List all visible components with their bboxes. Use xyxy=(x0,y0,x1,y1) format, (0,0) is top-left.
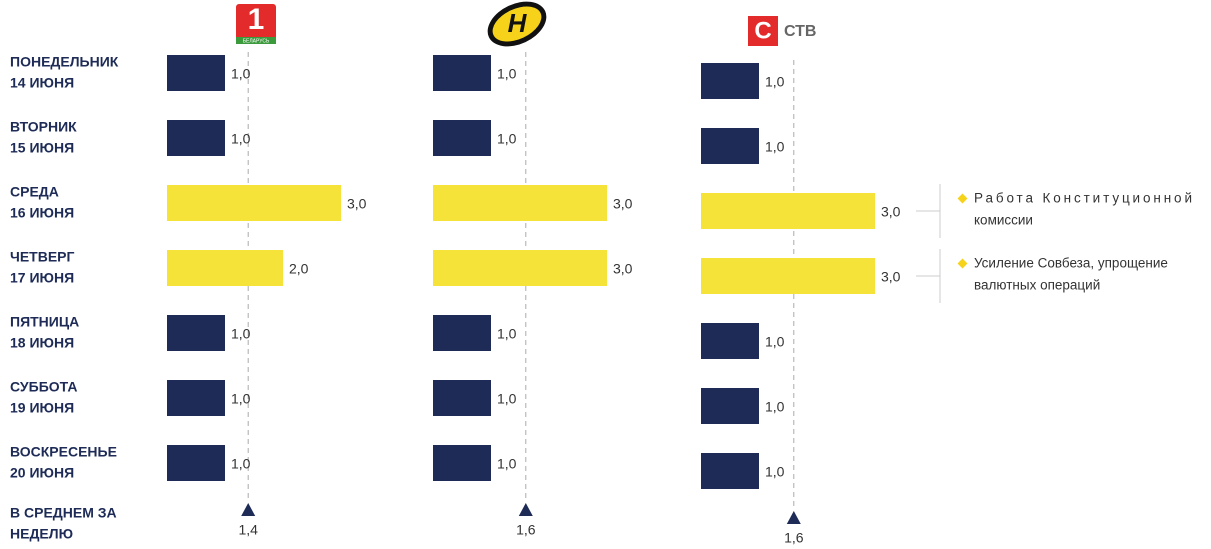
row-label: 20 ИЮНЯ xyxy=(10,465,74,481)
value-label: 1,0 xyxy=(497,66,517,82)
value-label: 1,0 xyxy=(231,391,251,407)
bar xyxy=(167,380,225,416)
row-label: 16 ИЮНЯ xyxy=(10,205,74,221)
average-row-label: НЕДЕЛЮ xyxy=(10,526,73,542)
average-label: 1,4 xyxy=(238,522,258,538)
bar xyxy=(433,380,491,416)
row-label: ВТОРНИК xyxy=(10,119,77,135)
logo-subtext: БЕЛАРУСЬ xyxy=(243,38,270,44)
value-label: 1,0 xyxy=(765,74,785,90)
bar xyxy=(701,63,759,99)
value-label: 1,0 xyxy=(231,326,251,342)
average-marker xyxy=(786,511,801,524)
bar xyxy=(701,128,759,164)
average-row-label: В СРЕДНЕМ ЗА xyxy=(10,505,117,521)
bar xyxy=(433,185,607,221)
row-label: 15 ИЮНЯ xyxy=(10,140,74,156)
value-label: 1,0 xyxy=(765,139,785,155)
value-label: 1,0 xyxy=(765,399,785,415)
bar xyxy=(701,258,875,294)
average-marker xyxy=(241,503,256,516)
average-marker xyxy=(518,503,533,516)
logo-ont: Н xyxy=(487,1,547,47)
bar xyxy=(433,445,491,481)
annotation-bullet xyxy=(957,193,968,204)
bar xyxy=(167,445,225,481)
row-label: 19 ИЮНЯ xyxy=(10,400,74,416)
logo-belarus1: 1 БЕЛАРУСЬ xyxy=(236,3,276,44)
value-label: 2,0 xyxy=(289,261,309,277)
row-label: ПОНЕДЕЛЬНИК xyxy=(10,54,119,70)
bar xyxy=(701,323,759,359)
bar xyxy=(167,120,225,156)
value-label: 1,0 xyxy=(765,334,785,350)
value-label: 3,0 xyxy=(613,196,633,212)
value-label: 1,0 xyxy=(497,326,517,342)
bar xyxy=(701,453,759,489)
value-label: 1,0 xyxy=(497,391,517,407)
average-label: 1,6 xyxy=(516,522,536,538)
value-label: 1,0 xyxy=(231,66,251,82)
bar xyxy=(167,185,341,221)
annotation-text: Усиление Совбеза, упрощение xyxy=(974,256,1168,271)
logo-text: СТВ xyxy=(784,23,816,40)
value-label: 1,0 xyxy=(497,131,517,147)
annotation-text: комиссии xyxy=(974,213,1033,228)
logo-ctv: С СТВ xyxy=(748,16,816,46)
average-label: 1,6 xyxy=(784,530,804,546)
logo-text: Н xyxy=(508,8,528,38)
row-label: 14 ИЮНЯ xyxy=(10,75,74,91)
row-label: 18 ИЮНЯ xyxy=(10,335,74,351)
value-label: 3,0 xyxy=(613,261,633,277)
row-label: ВОСКРЕСЕНЬЕ xyxy=(10,444,117,460)
logo-text: 1 xyxy=(248,3,265,36)
bar xyxy=(433,315,491,351)
row-label: СУББОТА xyxy=(10,379,77,395)
value-label: 1,0 xyxy=(231,131,251,147)
bar xyxy=(701,193,875,229)
annotation-text: Работа Конституционной xyxy=(974,191,1192,206)
logo-letter: С xyxy=(754,17,771,44)
bar xyxy=(433,250,607,286)
value-label: 3,0 xyxy=(881,204,901,220)
annotation-bullet xyxy=(957,258,968,269)
bar xyxy=(433,55,491,91)
bar xyxy=(167,315,225,351)
value-label: 1,0 xyxy=(497,456,517,472)
value-label: 1,0 xyxy=(231,456,251,472)
annotation-text: валютных операций xyxy=(974,278,1100,293)
value-label: 3,0 xyxy=(347,196,367,212)
value-label: 1,0 xyxy=(765,464,785,480)
bar xyxy=(701,388,759,424)
value-label: 3,0 xyxy=(881,269,901,285)
bar xyxy=(167,250,283,286)
bar xyxy=(433,120,491,156)
row-label: ПЯТНИЦА xyxy=(10,314,79,330)
row-label: СРЕДА xyxy=(10,184,59,200)
row-label: ЧЕТВЕРГ xyxy=(10,249,75,265)
row-label: 17 ИЮНЯ xyxy=(10,270,74,286)
bar xyxy=(167,55,225,91)
